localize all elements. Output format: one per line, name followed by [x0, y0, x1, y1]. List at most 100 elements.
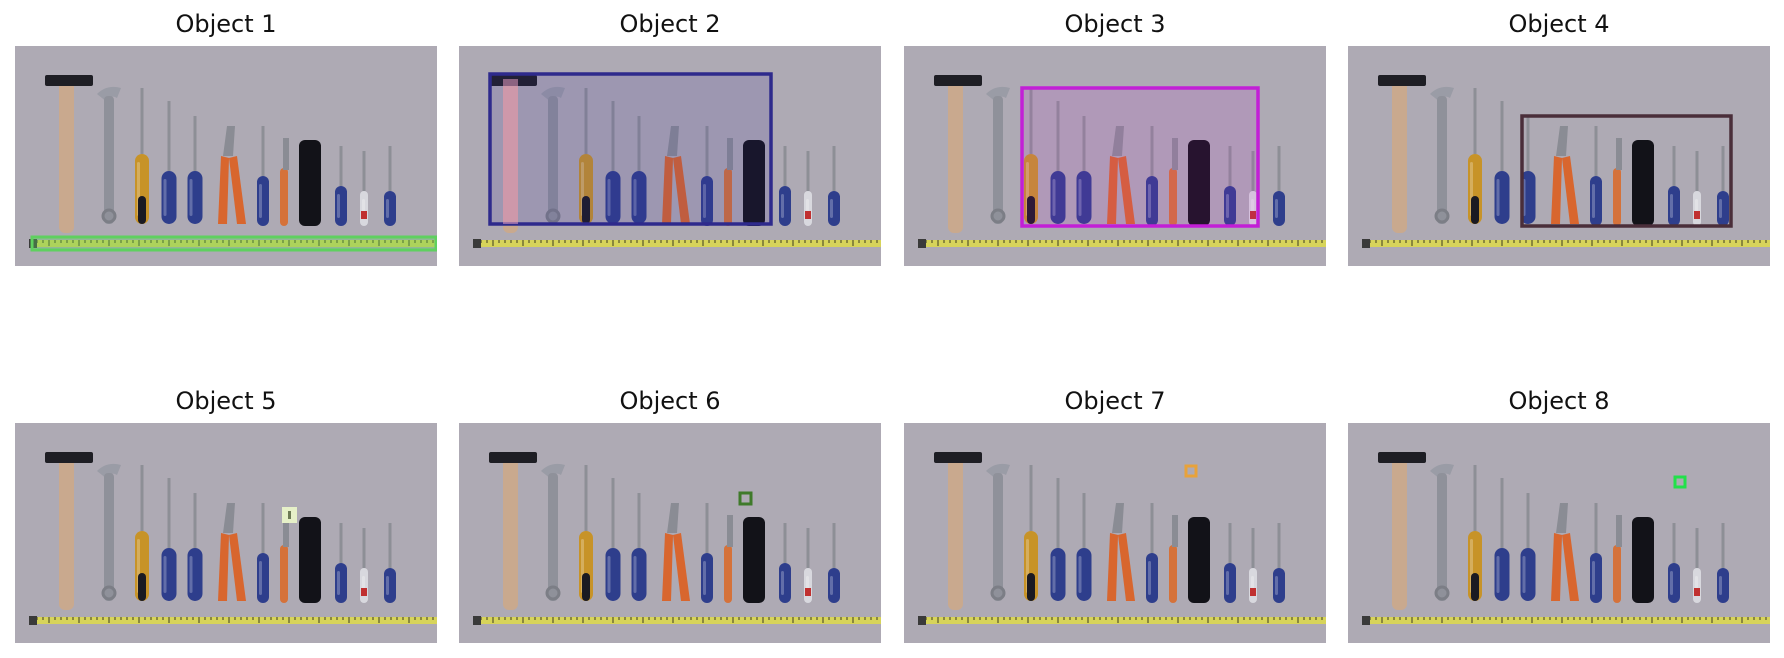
scene-svg [904, 423, 1326, 643]
panel-title: Object 8 [1508, 387, 1610, 415]
tools-group [29, 75, 437, 248]
panel-title: Object 3 [1064, 10, 1166, 38]
orange-tool [280, 168, 288, 226]
panel-title: Object 5 [175, 387, 277, 415]
pliers-handle-right [1562, 156, 1579, 224]
wrench-head [986, 86, 1010, 102]
tools-image [1348, 46, 1770, 266]
wrench-head [97, 86, 121, 102]
highlight-box [1520, 114, 1733, 228]
hammer-head [45, 75, 93, 86]
tools-group [29, 452, 437, 625]
black-tool [1632, 140, 1654, 226]
wrench-handle [104, 96, 114, 224]
orange-tool [1169, 168, 1177, 226]
highlight-box [1020, 86, 1260, 228]
pliers-handle-left [1107, 156, 1118, 224]
pliers-handle-left [1551, 156, 1562, 224]
orange-tool [1169, 545, 1177, 603]
tape-hook [918, 239, 926, 248]
panel-title: Object 7 [1064, 387, 1166, 415]
pliers-jaw [1556, 503, 1568, 533]
hammer-handle [59, 456, 74, 610]
wrench-handle [548, 96, 558, 224]
pliers-handle-left [218, 156, 229, 224]
pliers-jaw [667, 503, 679, 533]
tools-image [459, 46, 881, 266]
pliers-handle-left [662, 156, 673, 224]
scene-svg [459, 423, 881, 643]
highlight-marker [1184, 464, 1198, 478]
panel-title: Object 2 [619, 10, 721, 38]
tools-group [918, 75, 1326, 248]
scene-svg [459, 46, 881, 266]
hammer-handle [1392, 79, 1407, 233]
orange-tool [1613, 168, 1621, 226]
black-tool [743, 140, 765, 226]
hammer-head [934, 75, 982, 86]
tape-ticks [480, 240, 878, 246]
hammer-head [1378, 452, 1426, 463]
tools-group [1362, 452, 1770, 625]
wrench-head [97, 463, 121, 479]
orange-tool [280, 545, 288, 603]
pliers-jaw [223, 503, 235, 533]
tape-hook [473, 616, 481, 625]
tools-group [918, 452, 1326, 625]
pliers-jaw [223, 126, 235, 156]
tools-image [15, 46, 437, 266]
scene-svg [1348, 423, 1770, 643]
orange-tool [1613, 545, 1621, 603]
tools-image [1348, 423, 1770, 643]
highlight-mask [503, 79, 518, 224]
tools-group [1362, 75, 1770, 248]
orange-tool [724, 168, 732, 226]
hammer-handle [59, 79, 74, 233]
wrench-handle [104, 473, 114, 601]
pliers-jaw [1112, 503, 1124, 533]
tape-measure [1366, 617, 1770, 624]
tape-measure [477, 240, 881, 247]
tools-group [473, 452, 881, 625]
tape-ticks [925, 240, 1323, 246]
scene-svg [904, 46, 1326, 266]
highlight-marker [1673, 475, 1687, 489]
pliers-handle-left [662, 533, 673, 601]
scene-svg [15, 423, 437, 643]
tape-measure [477, 617, 881, 624]
wrench-handle [548, 473, 558, 601]
pliers-handle-left [218, 533, 229, 601]
black-tool [743, 517, 765, 603]
tape-measure [33, 240, 437, 247]
hammer-handle [948, 79, 963, 233]
black-tool [1188, 140, 1210, 226]
tools-image [459, 423, 881, 643]
highlight-tape-measure [30, 235, 437, 252]
tape-hook [1362, 239, 1370, 248]
tape-hook [918, 616, 926, 625]
highlight-marker [738, 491, 753, 506]
pliers-handle-right [229, 156, 246, 224]
scene-svg [15, 46, 437, 266]
tape-ticks [1369, 240, 1767, 246]
pliers-handle-right [229, 533, 246, 601]
hammer-head [489, 452, 537, 463]
hammer-head [45, 452, 93, 463]
tape-ticks [925, 617, 1323, 623]
pliers-jaw [1556, 126, 1568, 156]
wrench-head [986, 463, 1010, 479]
hammer-handle [948, 456, 963, 610]
wrench-head [541, 86, 565, 102]
tape-ticks [1369, 617, 1767, 623]
black-tool [1632, 517, 1654, 603]
pliers-handle-right [1118, 533, 1135, 601]
tools-image [904, 423, 1326, 643]
pliers-handle-right [1562, 533, 1579, 601]
hammer-handle [503, 456, 518, 610]
black-tool [1188, 517, 1210, 603]
wrench-handle [1437, 473, 1447, 601]
tape-ticks [480, 617, 878, 623]
tools-image [15, 423, 437, 643]
wrench-head [541, 463, 565, 479]
tape-measure [33, 617, 437, 624]
